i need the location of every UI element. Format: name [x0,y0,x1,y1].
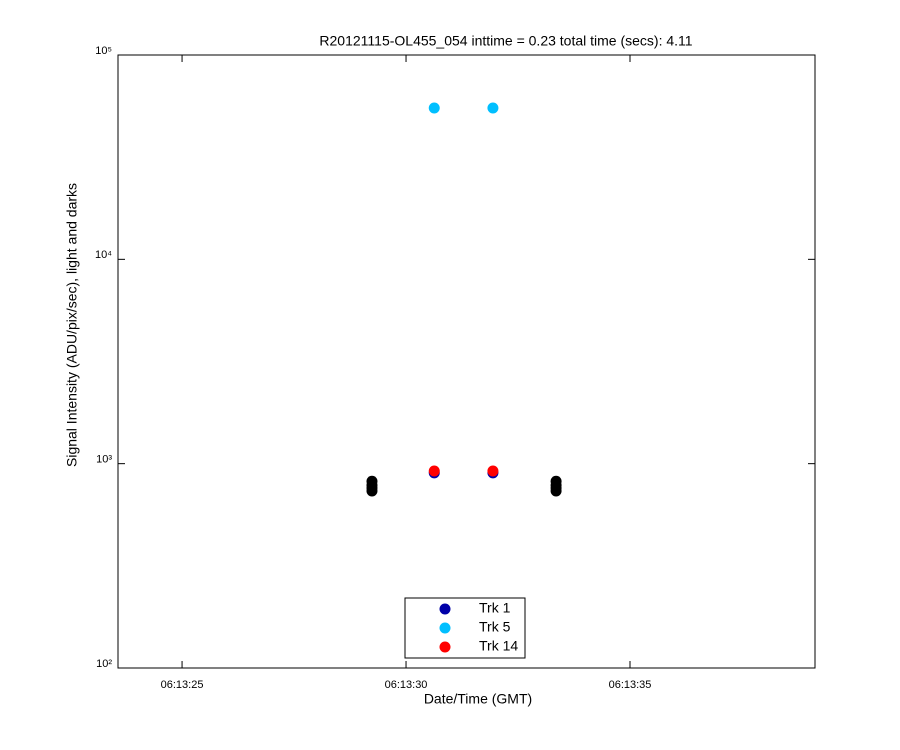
legend-marker [439,641,451,653]
point [487,465,499,477]
plot-area [117,54,816,669]
legend-box [404,597,526,659]
legend-label: Trk 14 [479,638,518,654]
y-axis-label: Signal Intensity (ADU/pix/sec), light an… [64,183,80,467]
legend-label: Trk 1 [479,600,511,616]
legend-marker [439,603,451,615]
point [487,102,499,114]
x-axis-label: Date/Time (GMT) [424,691,532,707]
x-tick-label: 06:13:30 [385,679,428,691]
point [428,102,440,114]
y-tick-label: 10³ [96,454,112,466]
chart-title: R20121115-OL455_054 inttime = 0.23 total… [319,33,692,49]
point [366,485,378,497]
point [550,485,562,497]
y-tick-label: 10⁵ [95,45,112,57]
legend-marker [439,622,451,634]
point [428,465,440,477]
x-tick-label: 06:13:35 [609,679,652,691]
legend-label: Trk 5 [479,619,511,635]
y-tick-label: 10² [96,658,112,670]
y-tick-label: 10⁴ [95,249,112,261]
x-tick-label: 06:13:25 [161,679,204,691]
